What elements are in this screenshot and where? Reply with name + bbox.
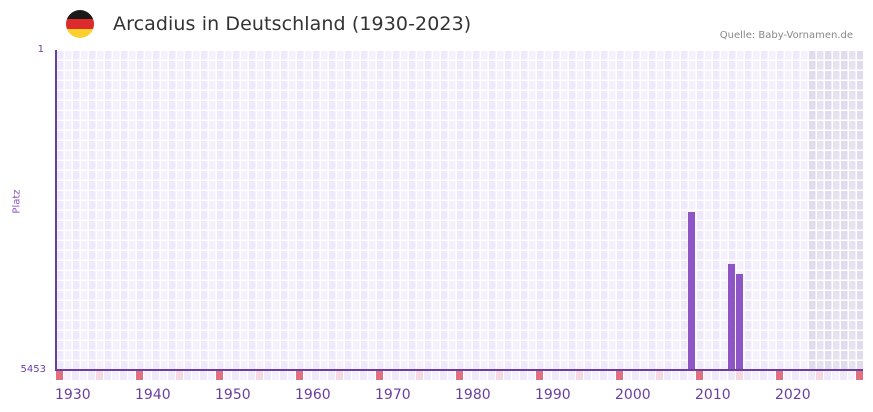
source-link[interactable]: Quelle: Baby-Vornamen.de	[719, 30, 853, 41]
y-axis-label: Platz	[11, 189, 23, 214]
bar-2007[interactable]	[688, 211, 695, 370]
x-tick-2000: 2000	[615, 387, 651, 403]
bar-2013[interactable]	[736, 273, 743, 370]
chart-title: Arcadius in Deutschland (1930-2023)	[113, 13, 472, 35]
x-tick-1940: 1940	[135, 387, 171, 403]
y-axis	[55, 50, 57, 371]
x-tick-1970: 1970	[375, 387, 411, 403]
x-tick-1930: 1930	[55, 387, 91, 403]
x-tick-1990: 1990	[535, 387, 571, 403]
plot-area	[57, 51, 863, 370]
y-tick-top: 1	[37, 44, 44, 55]
bar-2012[interactable]	[728, 263, 735, 370]
x-tick-2020: 2020	[775, 387, 811, 403]
x-tick-1950: 1950	[215, 387, 251, 403]
x-tick-1980: 1980	[455, 387, 491, 403]
y-tick-bottom: 5453	[20, 364, 46, 375]
x-axis	[55, 369, 863, 371]
x-tick-2010: 2010	[695, 387, 731, 403]
decade-markers	[56, 371, 863, 380]
germany-flag-icon	[66, 10, 94, 38]
x-tick-1960: 1960	[295, 387, 331, 403]
